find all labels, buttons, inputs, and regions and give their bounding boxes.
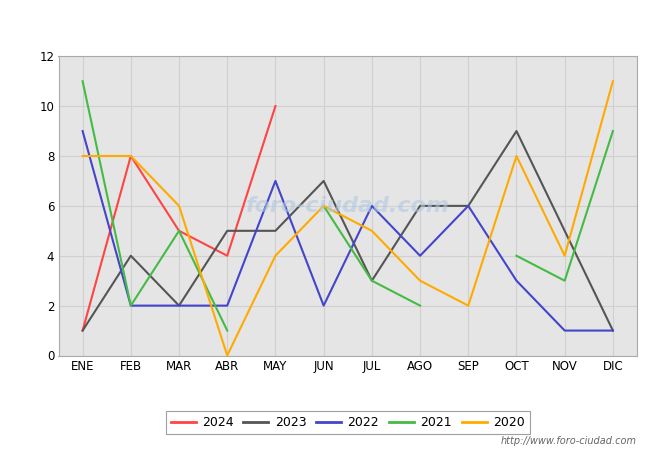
2023 — [416, 203, 424, 209]
2020 — [368, 228, 376, 234]
2023 — [368, 278, 376, 284]
2024 — [224, 253, 231, 258]
2023 — [175, 303, 183, 308]
2022 — [320, 303, 328, 308]
2022 — [561, 328, 569, 333]
Line: 2022: 2022 — [83, 131, 613, 331]
2022 — [368, 203, 376, 209]
2021 — [224, 328, 231, 333]
2022 — [224, 303, 231, 308]
2022 — [416, 253, 424, 258]
2021 — [79, 78, 86, 84]
2022 — [513, 278, 521, 284]
2024 — [127, 153, 135, 159]
Line: 2024: 2024 — [83, 106, 276, 331]
2024 — [79, 328, 86, 333]
2022 — [272, 178, 280, 184]
2020 — [224, 353, 231, 358]
2020 — [79, 153, 86, 159]
2022 — [127, 303, 135, 308]
2020 — [127, 153, 135, 159]
2020 — [416, 278, 424, 284]
Line: 2020: 2020 — [83, 81, 613, 356]
2020 — [464, 303, 472, 308]
2023 — [561, 228, 569, 234]
Legend: 2024, 2023, 2022, 2021, 2020: 2024, 2023, 2022, 2021, 2020 — [166, 411, 530, 434]
2023 — [79, 328, 86, 333]
Line: 2023: 2023 — [83, 131, 613, 331]
2024 — [272, 104, 280, 109]
2023 — [320, 178, 328, 184]
2023 — [272, 228, 280, 234]
2023 — [224, 228, 231, 234]
Text: Matriculaciones de Vehiculos en Agullent: Matriculaciones de Vehiculos en Agullent — [155, 14, 495, 33]
2020 — [561, 253, 569, 258]
2022 — [79, 128, 86, 134]
Text: foro-ciudad.com: foro-ciudad.com — [246, 196, 450, 216]
2022 — [175, 303, 183, 308]
2020 — [320, 203, 328, 209]
2023 — [513, 128, 521, 134]
2020 — [513, 153, 521, 159]
2023 — [464, 203, 472, 209]
2024 — [175, 228, 183, 234]
2022 — [464, 203, 472, 209]
Line: 2021: 2021 — [83, 81, 228, 331]
2021 — [127, 303, 135, 308]
2020 — [175, 203, 183, 209]
2023 — [127, 253, 135, 258]
2022 — [609, 328, 617, 333]
2020 — [272, 253, 280, 258]
2021 — [175, 228, 183, 234]
2020 — [609, 78, 617, 84]
Text: http://www.foro-ciudad.com: http://www.foro-ciudad.com — [501, 436, 637, 446]
2023 — [609, 328, 617, 333]
